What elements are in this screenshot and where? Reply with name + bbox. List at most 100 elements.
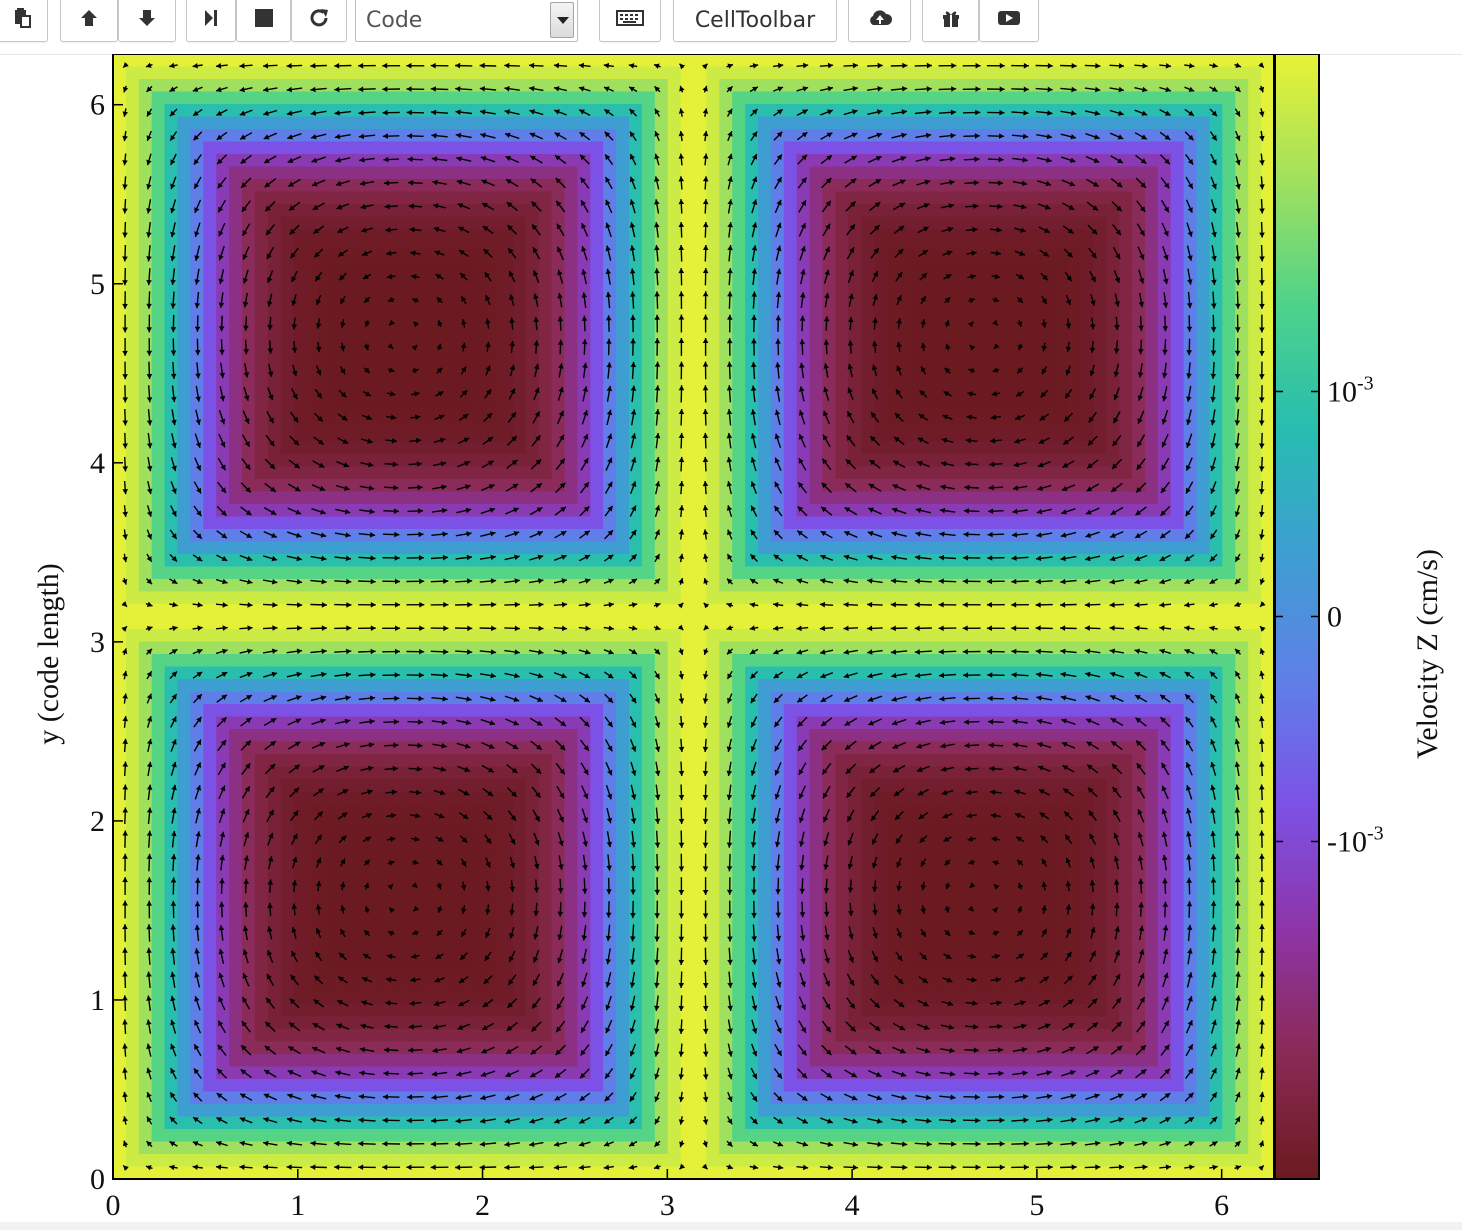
heat-cell — [371, 904, 385, 918]
heat-cell — [332, 916, 346, 930]
heat-cell — [422, 1004, 437, 1018]
interrupt-button[interactable] — [236, 0, 291, 42]
heat-cell — [371, 1079, 385, 1093]
heat-cell — [422, 141, 437, 155]
heat-cell — [396, 316, 411, 330]
heat-cell — [254, 979, 269, 993]
heat-cell — [242, 791, 256, 805]
chevron-down-icon[interactable] — [550, 2, 574, 38]
heat-cell — [770, 991, 785, 1005]
heat-cell — [435, 1091, 449, 1105]
heat-cell — [577, 891, 591, 905]
heat-cell — [422, 166, 437, 180]
heat-cell — [203, 91, 217, 105]
heat-cell — [732, 941, 746, 955]
heat-cell — [603, 1029, 617, 1043]
heat-cell — [371, 91, 385, 105]
heat-cell — [125, 191, 140, 205]
heat-cell — [435, 516, 449, 530]
heat-cell — [577, 154, 591, 168]
paste-button[interactable] — [0, 0, 48, 42]
heat-cell — [422, 1054, 437, 1068]
heat-cell — [396, 954, 411, 968]
move-up-button[interactable] — [60, 0, 118, 42]
heat-cell — [151, 579, 166, 593]
heat-cell — [641, 529, 656, 543]
heat-cell — [203, 366, 217, 380]
heat-cell — [190, 854, 204, 868]
upload-button[interactable] — [848, 0, 911, 42]
heat-cell — [706, 466, 720, 480]
heat-cell — [332, 941, 346, 955]
heat-cell — [629, 941, 643, 955]
heat-cell — [667, 954, 682, 968]
run-button[interactable] — [186, 0, 236, 42]
heat-cell — [422, 954, 437, 968]
restart-button[interactable] — [291, 0, 347, 42]
heat-cell — [693, 166, 707, 180]
gift-button[interactable] — [922, 0, 979, 42]
heat-cell — [487, 766, 501, 780]
heat-cell — [280, 304, 295, 318]
heat-cell — [358, 1004, 372, 1018]
heat-cell — [745, 166, 759, 180]
heat-cell — [280, 979, 295, 993]
heat-cell — [319, 704, 333, 718]
heat-cell — [809, 554, 824, 568]
move-down-button[interactable] — [118, 0, 176, 42]
heat-cell — [641, 541, 656, 555]
heat-cell — [641, 579, 656, 593]
heat-cell — [796, 541, 811, 555]
heat-cell — [667, 1154, 682, 1168]
heat-cell — [371, 441, 385, 455]
heat-cell — [590, 716, 604, 730]
heat-cell — [538, 54, 553, 68]
heat-cell — [358, 254, 372, 268]
heat-cell — [435, 154, 449, 168]
heat-cell — [396, 654, 411, 668]
cell-type-select[interactable]: Code — [355, 0, 578, 42]
heat-cell — [603, 691, 617, 705]
heat-cell — [125, 579, 140, 593]
celltoolbar-button[interactable]: CellToolbar — [673, 0, 837, 42]
heat-cell — [590, 841, 604, 855]
heat-cell — [719, 129, 733, 143]
heat-cell — [693, 116, 707, 130]
heat-cell — [383, 566, 398, 580]
heat-cell — [280, 716, 295, 730]
heat-cell — [783, 1066, 798, 1080]
heat-cell — [151, 1141, 166, 1155]
heat-cell — [280, 1091, 295, 1105]
video-button[interactable] — [979, 0, 1039, 42]
heat-cell — [500, 779, 514, 793]
heat-cell — [422, 1104, 437, 1118]
heat-cell — [138, 491, 153, 505]
heat-cell — [383, 1154, 398, 1168]
heat-cell — [616, 841, 630, 855]
heat-cell — [758, 916, 772, 930]
heat-cell — [422, 366, 437, 380]
heat-cell — [229, 941, 243, 955]
heat-cell — [809, 504, 824, 518]
heat-cell — [435, 216, 449, 230]
heat-cell — [641, 491, 656, 505]
heat-cell — [383, 354, 398, 368]
heat-cell — [512, 466, 527, 480]
heat-cell — [641, 741, 656, 755]
heat-cell — [796, 454, 811, 468]
command-palette-button[interactable] — [599, 0, 661, 42]
heat-cell — [151, 891, 166, 905]
heat-cell — [138, 679, 153, 693]
heat-cell — [551, 304, 566, 318]
heat-cell — [435, 1079, 449, 1093]
heat-cell — [383, 529, 398, 543]
heat-cell — [203, 1091, 217, 1105]
heat-cell — [603, 191, 617, 205]
heat-cell — [280, 291, 295, 305]
heat-cell — [538, 466, 553, 480]
heat-cell — [113, 491, 127, 505]
heat-cell — [280, 866, 295, 880]
heat-cell — [138, 291, 153, 305]
heat-cell — [345, 604, 359, 618]
heat-cell — [306, 566, 320, 580]
